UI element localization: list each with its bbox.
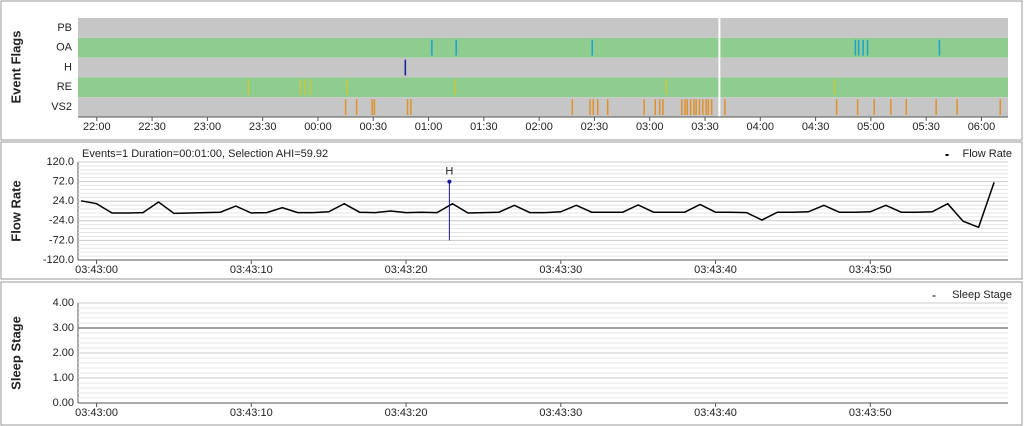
- x-tick-label: 02:00: [525, 121, 553, 133]
- x-tick-label: 02:30: [581, 121, 609, 133]
- y-axis-title: Event Flags: [8, 31, 23, 104]
- y-tick-label: 24.0: [53, 195, 74, 207]
- x-tick-label: 03:43:10: [230, 407, 273, 419]
- series-line: [80, 182, 995, 229]
- y-tick-label: 1.00: [53, 372, 74, 384]
- y-tick-label: -24.0: [49, 215, 74, 227]
- y-tick-label: 3.00: [53, 322, 74, 334]
- x-tick-label: 03:43:20: [385, 407, 428, 419]
- x-tick-label: 03:43:10: [230, 264, 273, 276]
- lane-band: [78, 97, 1008, 117]
- panel: [0, 141, 1023, 280]
- x-tick-label: 23:00: [194, 121, 222, 133]
- legend-entry: Flow Rate: [962, 148, 1012, 160]
- event-marker-dot: [447, 179, 452, 184]
- x-tick-label: 03:43:20: [385, 264, 428, 276]
- x-tick-label: 03:43:40: [694, 407, 737, 419]
- lane-band: [78, 57, 1008, 78]
- lane-label: H: [64, 61, 72, 73]
- x-tick-label: 05:30: [912, 121, 940, 133]
- x-tick-label: 04:30: [802, 121, 830, 133]
- y-axis-title: Flow Rate: [8, 180, 23, 241]
- legend-entry: Sleep Stage: [952, 289, 1012, 301]
- y-tick-label: 2.00: [53, 347, 74, 359]
- lane-label: VS2: [51, 101, 72, 113]
- x-tick-label: 00:30: [359, 121, 387, 133]
- x-tick-label: 04:00: [747, 121, 775, 133]
- x-tick-label: 03:00: [636, 121, 664, 133]
- y-tick-label: 72.0: [53, 176, 74, 188]
- y-tick-label: 120.0: [46, 156, 74, 168]
- y-tick-label: -120.0: [43, 254, 74, 266]
- lane-band: [78, 77, 1008, 98]
- x-tick-label: 00:00: [304, 121, 332, 133]
- lane-label: RE: [57, 81, 72, 93]
- x-tick-label: 06:00: [968, 121, 996, 133]
- x-tick-label: 03:43:00: [75, 407, 118, 419]
- y-tick-label: 0.00: [53, 397, 74, 409]
- x-tick-label: 01:30: [470, 121, 498, 133]
- y-axis-title: Sleep Stage: [8, 316, 23, 390]
- x-tick-label: 22:30: [138, 121, 166, 133]
- x-tick-label: 03:43:40: [694, 264, 737, 276]
- lane-band: [78, 18, 1008, 38]
- x-tick-label: 05:00: [857, 121, 885, 133]
- x-tick-label: 03:43:50: [849, 264, 892, 276]
- x-tick-label: 03:43:30: [539, 264, 582, 276]
- x-tick-label: 03:30: [691, 121, 719, 133]
- x-tick-label: 01:00: [415, 121, 443, 133]
- chart-header: Events=1 Duration=00:01:00, Selection AH…: [82, 148, 328, 160]
- x-tick-label: 03:43:50: [849, 407, 892, 419]
- legend-swatch: [945, 154, 949, 156]
- x-tick-label: 03:43:00: [75, 264, 118, 276]
- lane-band: [78, 37, 1008, 58]
- legend-swatch: [932, 295, 936, 297]
- x-tick-label: 22:00: [83, 121, 111, 133]
- y-tick-label: 4.00: [53, 297, 74, 309]
- lane-label: OA: [56, 42, 73, 54]
- y-tick-label: -72.0: [49, 234, 74, 246]
- event-marker-label: H: [445, 166, 453, 178]
- lane-label: PB: [57, 22, 72, 34]
- x-tick-label: 23:30: [249, 121, 277, 133]
- x-tick-label: 03:43:30: [539, 407, 582, 419]
